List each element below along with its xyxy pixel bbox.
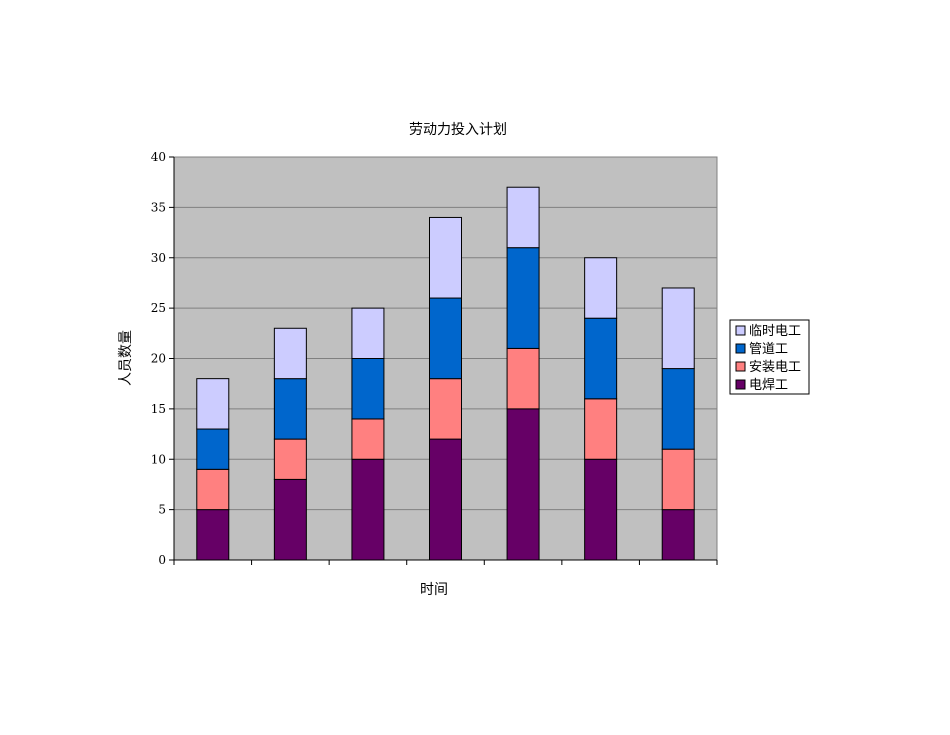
- legend-swatch: [735, 379, 746, 390]
- bar-segment: [196, 509, 230, 561]
- bar-segment: [273, 378, 307, 440]
- bar-segment: [273, 478, 307, 561]
- bar-segment: [661, 448, 695, 511]
- y-tick-label: 5: [158, 503, 166, 517]
- bar-segment: [273, 438, 307, 480]
- bar-segment: [506, 186, 540, 249]
- bar-segment: [584, 317, 618, 400]
- bar-segment: [351, 458, 385, 561]
- y-tick-label: 35: [151, 200, 166, 214]
- y-tick-label: 15: [151, 402, 166, 416]
- bar-segment: [584, 257, 618, 319]
- bar-segment: [196, 378, 230, 430]
- chart-title: 劳动力投入计划: [409, 122, 507, 138]
- bar-segment: [351, 358, 385, 420]
- bar-segment: [506, 247, 540, 349]
- bar-segment: [506, 347, 540, 410]
- bar-segment: [429, 297, 462, 380]
- bar-segment: [196, 468, 230, 511]
- y-tick-label: 40: [151, 150, 166, 164]
- legend-label: 临时电工: [749, 324, 801, 339]
- legend-swatch: [735, 325, 746, 336]
- legend-label: 安装电工: [749, 360, 801, 375]
- bar-segment: [506, 408, 540, 561]
- y-tick-label: 25: [151, 301, 166, 315]
- legend-swatch: [735, 343, 746, 354]
- bar-segment: [661, 509, 695, 561]
- bar-segment: [273, 327, 307, 380]
- bar-segment: [661, 368, 695, 450]
- bars: [196, 186, 695, 561]
- legend-label: 管道工: [749, 342, 788, 357]
- y-tick-label: 0: [158, 553, 166, 567]
- bar-segment: [351, 307, 385, 359]
- legend-label: 电焊工: [749, 377, 788, 393]
- y-tick-label: 30: [151, 251, 166, 265]
- y-axis-label: 人员数量: [118, 330, 134, 386]
- bar-segment: [584, 398, 618, 460]
- bar-segment: [351, 418, 385, 460]
- legend-swatch: [735, 361, 746, 372]
- bar-segment: [429, 438, 462, 561]
- plot-area: [169, 156, 718, 565]
- bar-segment: [429, 378, 462, 440]
- bar-segment: [584, 458, 618, 561]
- x-axis-label: 时间: [420, 582, 448, 598]
- bar-segment: [196, 428, 230, 470]
- bar-segment: [661, 287, 695, 370]
- y-tick-label: 20: [151, 352, 166, 366]
- y-tick-labels: 0 5 10 15 20 25 30 35 40: [151, 150, 166, 567]
- y-tick-label: 10: [151, 452, 166, 466]
- axes: [169, 156, 718, 565]
- bar-segment: [429, 216, 462, 299]
